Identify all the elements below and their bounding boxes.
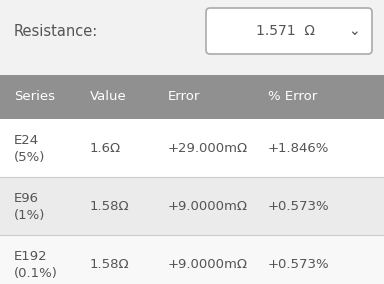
Text: 1.6Ω: 1.6Ω: [90, 143, 121, 156]
Text: Series: Series: [14, 91, 55, 103]
Text: +29.000mΩ: +29.000mΩ: [168, 143, 248, 156]
Text: % Error: % Error: [268, 91, 317, 103]
Text: (1%): (1%): [14, 210, 45, 222]
Text: (0.1%): (0.1%): [14, 268, 58, 281]
Text: +1.846%: +1.846%: [268, 143, 329, 156]
Text: +0.573%: +0.573%: [268, 258, 329, 272]
Text: 1.571  Ω: 1.571 Ω: [257, 24, 315, 38]
Text: +9.0000mΩ: +9.0000mΩ: [168, 201, 248, 214]
Text: E192: E192: [14, 250, 48, 262]
Text: +9.0000mΩ: +9.0000mΩ: [168, 258, 248, 272]
Text: E96: E96: [14, 191, 39, 204]
Text: 1.58Ω: 1.58Ω: [90, 258, 130, 272]
Text: 1.58Ω: 1.58Ω: [90, 201, 130, 214]
Bar: [0, 235, 384, 284]
Text: Value: Value: [90, 91, 127, 103]
Bar: [0, 119, 384, 177]
Text: +0.573%: +0.573%: [268, 201, 329, 214]
Text: Resistance:: Resistance:: [14, 24, 98, 39]
Text: Error: Error: [168, 91, 200, 103]
Text: E24: E24: [14, 133, 39, 147]
Bar: [0, 177, 384, 235]
Text: ⌄: ⌄: [348, 24, 360, 38]
FancyBboxPatch shape: [206, 8, 372, 54]
Text: (5%): (5%): [14, 151, 45, 164]
Bar: [0, 75, 384, 119]
